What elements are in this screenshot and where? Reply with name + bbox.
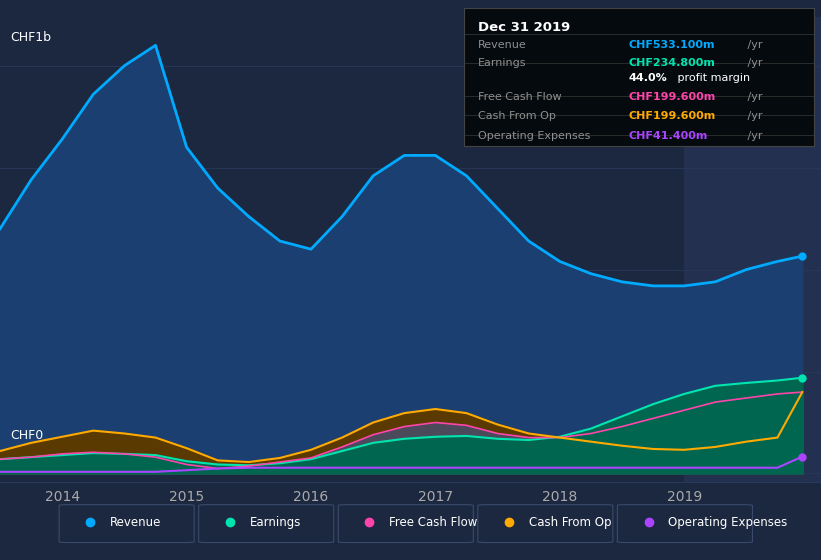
Text: CHF0: CHF0 (10, 429, 43, 442)
Text: Cash From Op: Cash From Op (529, 516, 611, 529)
Text: Free Cash Flow: Free Cash Flow (389, 516, 478, 529)
Text: /yr: /yr (745, 92, 763, 102)
Text: /yr: /yr (745, 130, 763, 141)
Text: Operating Expenses: Operating Expenses (668, 516, 787, 529)
Text: Earnings: Earnings (250, 516, 301, 529)
Text: /yr: /yr (745, 40, 763, 50)
Text: Dec 31 2019: Dec 31 2019 (478, 21, 570, 34)
FancyBboxPatch shape (199, 505, 333, 543)
FancyBboxPatch shape (617, 505, 752, 543)
Text: Revenue: Revenue (478, 40, 526, 50)
Text: /yr: /yr (745, 58, 763, 68)
Text: Cash From Op: Cash From Op (478, 111, 556, 122)
Text: Revenue: Revenue (110, 516, 162, 529)
Text: CHF533.100m: CHF533.100m (629, 40, 715, 50)
Text: /yr: /yr (745, 111, 763, 122)
Text: CHF199.600m: CHF199.600m (629, 111, 716, 122)
Text: Earnings: Earnings (478, 58, 526, 68)
Text: CHF1b: CHF1b (10, 31, 51, 44)
FancyBboxPatch shape (59, 505, 195, 543)
Text: profit margin: profit margin (674, 73, 750, 83)
Text: CHF41.400m: CHF41.400m (629, 130, 708, 141)
Bar (684, 17, 821, 482)
Text: CHF234.800m: CHF234.800m (629, 58, 716, 68)
Text: 44.0%: 44.0% (629, 73, 667, 83)
Text: CHF199.600m: CHF199.600m (629, 92, 716, 102)
Text: Free Cash Flow: Free Cash Flow (478, 92, 562, 102)
FancyBboxPatch shape (478, 505, 612, 543)
Text: Operating Expenses: Operating Expenses (478, 130, 590, 141)
FancyBboxPatch shape (338, 505, 474, 543)
